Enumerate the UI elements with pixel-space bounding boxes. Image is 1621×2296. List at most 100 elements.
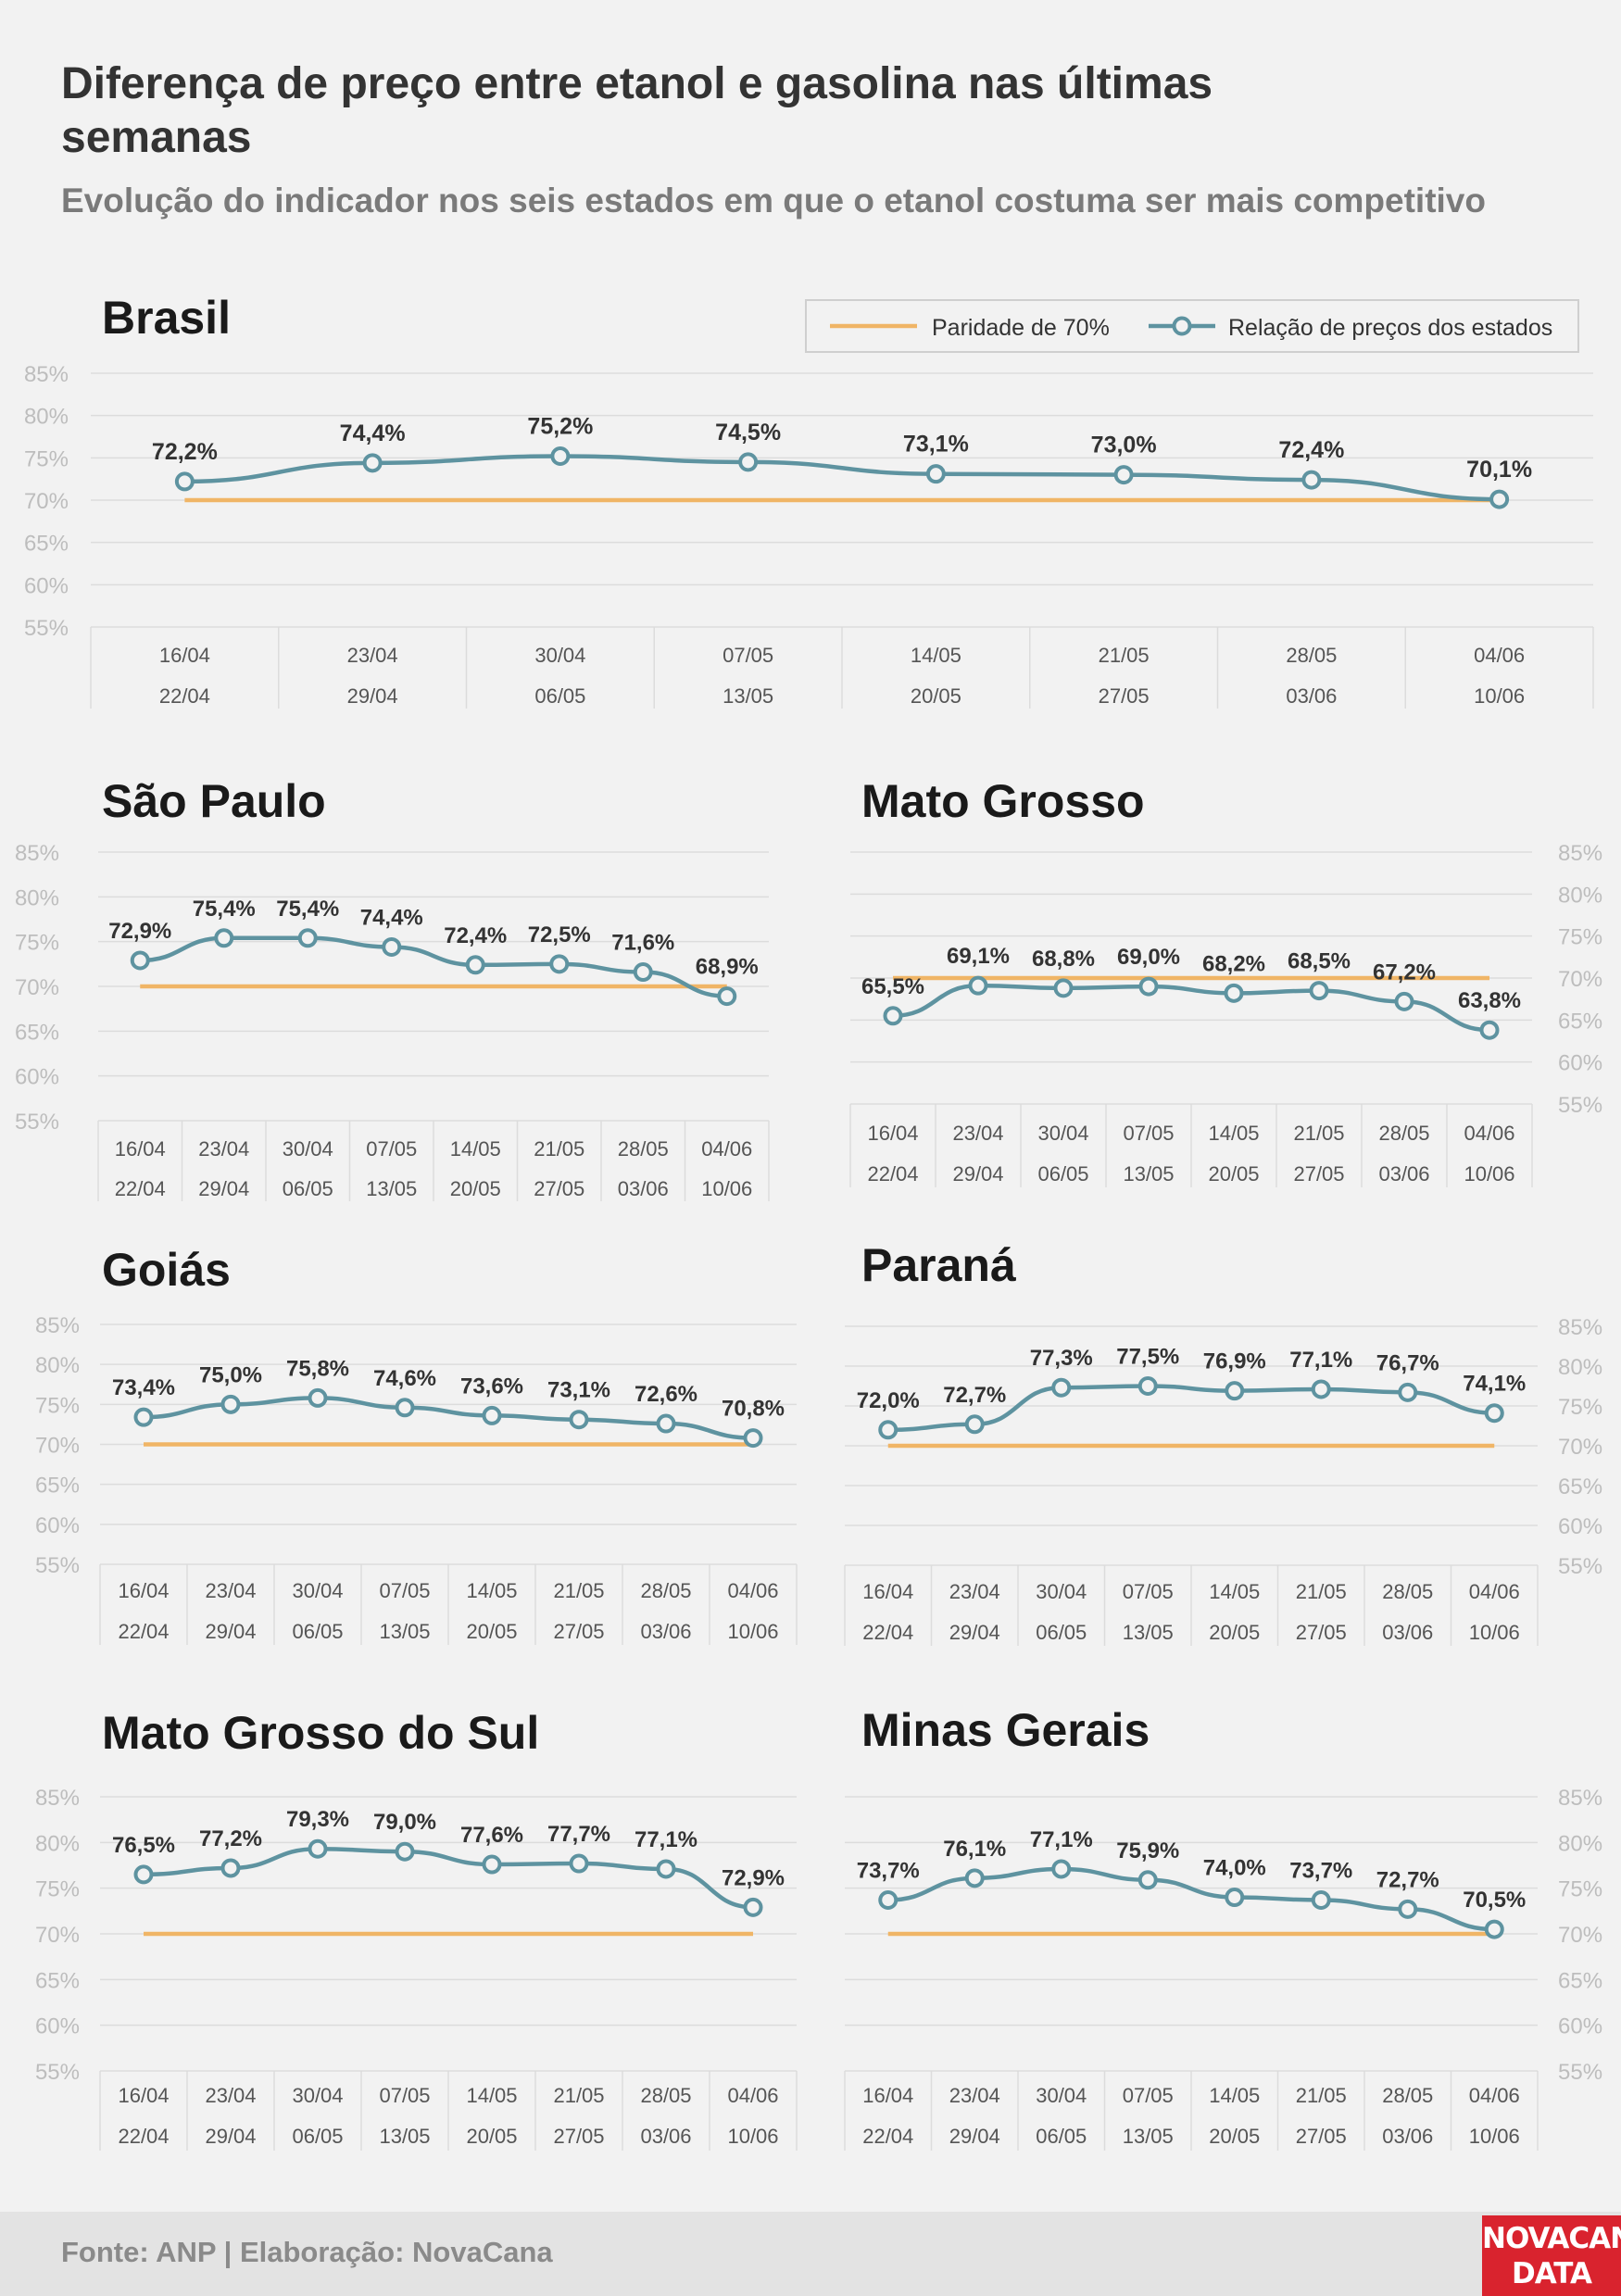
minas-gerais-x-tick-end: 13/05 [1123,2125,1174,2148]
sao-paulo-x-tick-end: 10/06 [701,1177,752,1200]
mato-grosso-do-sul-x-tick-end: 29/04 [205,2125,256,2148]
goias-y-tick-label: 75% [35,1393,80,1418]
parana-x-tick-end: 06/05 [1036,1621,1087,1644]
mato-grosso-do-sul-chart-title: Mato Grosso do Sul [102,1707,539,1759]
mato-grosso-x-tick-end: 06/05 [1037,1162,1088,1186]
parana-x-tick-end: 10/06 [1469,1621,1520,1644]
parana-x-tick-end: 29/04 [949,1621,1000,1644]
brasil-y-tick-label: 65% [24,532,69,557]
page-title: Diferença de preço entre etanol e gasoli… [61,59,1213,162]
mato-grosso-x-tick-start: 23/04 [952,1122,1003,1145]
parana-x-tick-start: 04/06 [1469,1580,1520,1603]
brasil-data-point [174,471,195,492]
sao-paulo-x-tick-start: 07/05 [366,1137,417,1161]
goias-y-tick-label: 55% [35,1553,80,1578]
goias-data-label: 75,0% [199,1362,262,1387]
sao-paulo-data-point [214,928,234,948]
mato-grosso-data-point [1053,978,1074,998]
mato-grosso-data-label: 67,2% [1373,960,1436,985]
brasil-chart-title: Brasil [102,292,231,344]
brasil-y-tick-label: 80% [24,405,69,430]
minas-gerais-data-label: 73,7% [857,1858,920,1883]
goias-data-point [133,1407,154,1427]
mato-grosso-do-sul-x-tick-start: 30/04 [292,2084,343,2107]
mato-grosso-y-tick-label: 65% [1558,1009,1602,1034]
parana-x-tick-start: 14/05 [1209,1580,1260,1603]
goias-data-point [308,1387,328,1408]
mato-grosso-do-sul-data-point [395,1841,415,1862]
mato-grosso-data-point [968,975,988,996]
goias-data-label: 70,8% [722,1397,785,1422]
mato-grosso-y-tick-label: 60% [1558,1051,1602,1076]
sao-paulo-x-tick-end: 13/05 [366,1177,417,1200]
mato-grosso-do-sul-data-point [656,1859,676,1879]
parana-x-tick-start: 21/05 [1296,1580,1347,1603]
mato-grosso-data-label: 63,8% [1458,988,1521,1013]
mato-grosso-do-sul-x-tick-start: 04/06 [727,2084,778,2107]
mato-grosso-y-tick-label: 55% [1558,1093,1602,1118]
parana-data-point [1225,1381,1245,1401]
goias-data-label: 73,4% [112,1375,175,1400]
brasil-x-tick-start: 16/04 [159,644,210,667]
mato-grosso-data-label: 69,1% [947,944,1010,969]
goias-y-tick-label: 60% [35,1513,80,1538]
minas-gerais-chart-title: Minas Gerais [861,1704,1150,1756]
mato-grosso-do-sul-data-point [743,1897,763,1917]
sao-paulo-data-point [382,936,402,957]
mato-grosso-do-sul-x-tick-end: 13/05 [379,2125,430,2148]
legend-parity-label: Paridade de 70% [932,315,1110,341]
sao-paulo-data-label: 72,5% [528,922,591,947]
sao-paulo-data-point [717,986,737,1007]
parana-data-label: 76,7% [1376,1350,1439,1375]
sao-paulo-y-tick-label: 70% [15,975,59,1000]
parana-data-label: 74,1% [1463,1372,1526,1397]
mato-grosso-do-sul-x-tick-end: 10/06 [727,2125,778,2148]
mato-grosso-do-sul-data-point [220,1858,241,1878]
brasil-data-label: 72,2% [152,439,218,465]
minas-gerais-x-tick-end: 27/05 [1296,2125,1347,2148]
mato-grosso-do-sul-data-point [482,1854,502,1875]
goias-x-tick-start: 30/04 [292,1579,343,1602]
mato-grosso-x-tick-start: 07/05 [1123,1122,1174,1145]
sao-paulo-x-tick-end: 06/05 [283,1177,333,1200]
minas-gerais-y-tick-label: 70% [1558,1923,1602,1948]
mato-grosso-do-sul-y-tick-label: 80% [35,1831,80,1856]
brasil-x-tick-start: 23/04 [347,644,398,667]
brasil-x-tick-end: 03/06 [1286,684,1337,708]
sao-paulo-data-label: 75,4% [276,897,339,922]
goias-chart-title: Goiás [102,1244,231,1296]
parana-y-tick-label: 65% [1558,1474,1602,1499]
mato-grosso-x-tick-end: 20/05 [1208,1162,1259,1186]
brasil-x-tick-end: 13/05 [723,684,773,708]
parana-y-tick-label: 85% [1558,1315,1602,1340]
minas-gerais-y-tick-label: 65% [1558,1968,1602,1993]
legend-series-marker [1172,316,1192,336]
mato-grosso-data-point [1479,1020,1500,1040]
minas-gerais-x-tick-start: 30/04 [1036,2084,1087,2107]
parana-x-tick-end: 03/06 [1382,1621,1433,1644]
parana-data-label: 77,5% [1116,1345,1179,1370]
minas-gerais-y-tick-label: 60% [1558,2014,1602,2039]
brasil-x-tick-end: 22/04 [159,684,210,708]
mato-grosso-y-tick-label: 70% [1558,967,1602,992]
goias-x-tick-end: 27/05 [553,1620,604,1643]
minas-gerais-data-point [878,1889,898,1910]
minas-gerais-x-tick-end: 20/05 [1209,2125,1260,2148]
mato-grosso-do-sul-data-point [569,1853,589,1874]
parana-data-label: 76,9% [1203,1349,1266,1374]
parana-data-label: 72,7% [943,1383,1006,1408]
minas-gerais-data-point [1398,1899,1418,1919]
sao-paulo-data-label: 71,6% [611,931,674,956]
minas-gerais-x-tick-start: 04/06 [1469,2084,1520,2107]
mato-grosso-do-sul-x-tick-start: 28/05 [640,2084,691,2107]
minas-gerais-data-point [964,1868,985,1888]
mato-grosso-data-label: 68,5% [1288,949,1351,974]
brasil-x-tick-start: 14/05 [911,644,961,667]
parana-y-tick-label: 55% [1558,1554,1602,1579]
brasil-data-point [1113,465,1134,485]
brasil-data-point [738,452,759,472]
mato-grosso-x-tick-end: 03/06 [1378,1162,1429,1186]
sao-paulo-x-tick-end: 29/04 [198,1177,249,1200]
minas-gerais-x-tick-end: 29/04 [949,2125,1000,2148]
sao-paulo-data-label: 75,4% [193,897,256,922]
